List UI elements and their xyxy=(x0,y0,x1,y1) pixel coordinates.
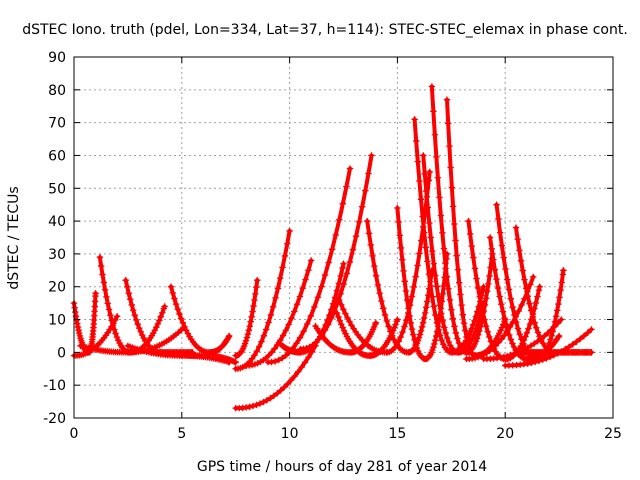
x-tick-label: 20 xyxy=(496,426,514,442)
series-markers-31 xyxy=(480,316,565,363)
series-markers-29 xyxy=(463,273,537,363)
y-tick-label: 10 xyxy=(48,313,66,329)
plot-frame xyxy=(73,56,614,419)
y-tick-label: 50 xyxy=(48,181,66,197)
y-tick-label: -20 xyxy=(43,411,66,427)
series-markers-20 xyxy=(394,204,451,363)
axis-ticks: 0 5 10 15 20 25 -20 -10 0 10 20 30 40 50 60 70 80 90 xyxy=(43,50,622,442)
series-markers-13 xyxy=(264,165,354,366)
series-markers-32 xyxy=(519,349,595,356)
series-markers-5 xyxy=(167,283,233,356)
x-tick-label: 15 xyxy=(388,426,406,442)
y-tick-label: 30 xyxy=(48,247,66,263)
y-tick-label: 80 xyxy=(48,83,66,99)
x-tick-label: 5 xyxy=(177,426,186,442)
x-tick-label: 10 xyxy=(281,426,299,442)
y-tick-label: 90 xyxy=(48,50,66,66)
chart-title: dSTEC Iono. truth (pdel, Lon=334, Lat=37… xyxy=(22,22,628,38)
series-markers-15 xyxy=(275,260,347,356)
series-markers-10 xyxy=(232,276,261,359)
x-tick-label: 0 xyxy=(70,426,79,442)
x-tick-label: 25 xyxy=(604,426,622,442)
y-tick-label: -10 xyxy=(43,378,66,394)
series-markers-6 xyxy=(77,326,185,356)
series-markers-24 xyxy=(420,152,487,356)
y-axis-label: dSTEC / TECUs xyxy=(6,186,22,289)
series-arc-15 xyxy=(276,261,346,355)
series-markers-8 xyxy=(157,349,239,366)
x-axis-label: GPS time / hours of day 281 of year 2014 xyxy=(197,459,487,475)
series-markers-12 xyxy=(243,257,315,369)
series-arc-10 xyxy=(233,278,260,358)
y-tick-label: 20 xyxy=(48,280,66,296)
y-tick-label: 70 xyxy=(48,116,66,132)
y-tick-label: 40 xyxy=(48,214,66,230)
data-marks xyxy=(70,83,595,412)
y-tick-label: 60 xyxy=(48,148,66,164)
y-tick-label: 0 xyxy=(57,345,66,361)
